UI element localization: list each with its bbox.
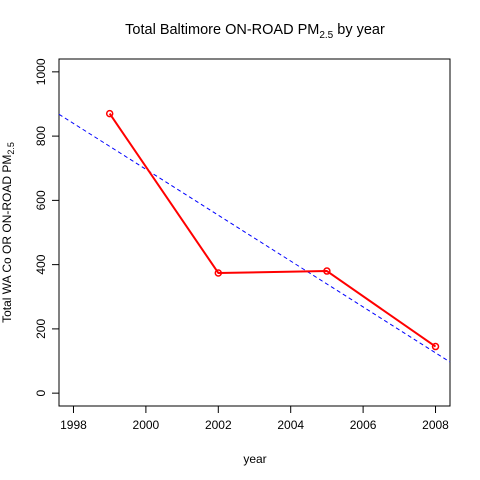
x-tick-label-2002: 2002	[205, 418, 232, 432]
chart-title-subscript: 2.5	[319, 30, 333, 41]
y-tick-label-400: 400	[34, 254, 48, 274]
y-tick-label-200: 200	[34, 319, 48, 339]
y-axis-label: Total WA Co OR ON-ROAD PM2.5	[0, 142, 16, 323]
y-tick-label-1000: 1000	[34, 58, 48, 85]
x-tick-label-2008: 2008	[422, 418, 449, 432]
y-axis-label-subscript: 2.5	[6, 142, 16, 155]
x-tick-label-2004: 2004	[277, 418, 304, 432]
x-tick-label-2000: 2000	[133, 418, 160, 432]
y-axis-label-main: Total WA Co OR ON-ROAD PM	[0, 155, 14, 323]
y-tick-label-0: 0	[34, 389, 48, 396]
x-axis-label: year	[243, 452, 266, 466]
x-tick-label-2006: 2006	[350, 418, 377, 432]
y-tick-label-800: 800	[34, 126, 48, 146]
chart-title-main: Total Baltimore ON-ROAD PM	[125, 22, 319, 38]
y-tick-label-600: 600	[34, 190, 48, 210]
chart-title-suffix: by year	[333, 22, 385, 38]
x-tick-label-1998: 1998	[60, 418, 87, 432]
